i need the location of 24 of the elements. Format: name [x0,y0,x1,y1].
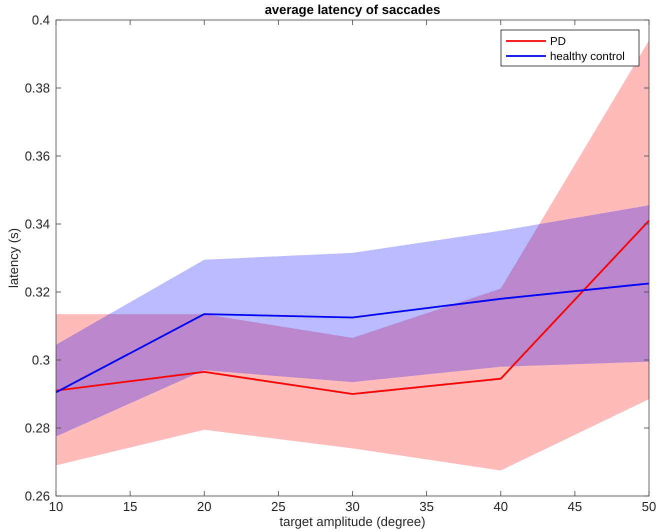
x-axis-title: target amplitude (degree) [280,514,426,529]
y-tick-label: 0.32 [24,284,50,300]
y-tick-label: 0.26 [24,488,50,504]
line-series [55,220,650,395]
x-tick-label: 45 [568,499,582,514]
x-tick-label: 15 [122,499,138,514]
x-tick-label: 25 [271,499,286,514]
x-tick-label: 50 [642,499,656,514]
y-tick-label: 0.28 [24,420,50,436]
x-tick-label: 20 [197,499,212,514]
y-axis-title: latency (s) [6,228,21,288]
y-tick-label: 0.36 [24,148,50,164]
y-tick-label: 0.34 [24,216,50,232]
x-tick-label: 10 [48,499,64,514]
legend-label: PD [550,36,566,48]
y-tick-label: 0.38 [24,80,50,96]
legend-label: healthy control [550,51,625,63]
y-tick-label: 0.4 [32,12,50,28]
y-tick-label: 0.3 [32,352,50,368]
x-tick-label: 35 [419,499,434,514]
line-series [55,282,650,394]
chart-title: average latency of saccades [264,2,440,17]
x-tick-label: 40 [494,499,508,514]
x-tick-label: 30 [345,499,360,514]
